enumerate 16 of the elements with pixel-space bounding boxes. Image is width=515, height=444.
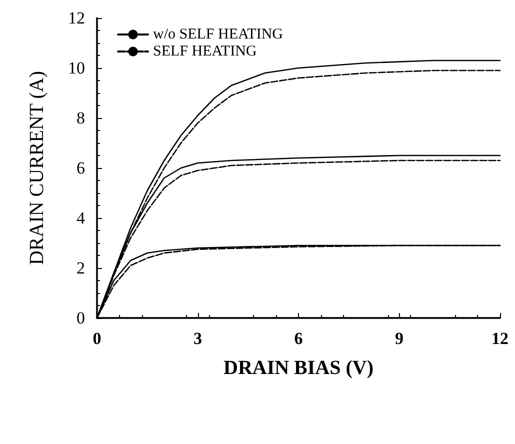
y-tick-label: 0	[76, 308, 85, 328]
y-tick-label: 4	[76, 208, 86, 228]
y-tick-label: 12	[68, 8, 85, 28]
x-tick-label: 12	[492, 329, 508, 348]
y-tick-label: 8	[76, 108, 85, 128]
x-tick-label: 3	[194, 329, 202, 348]
y-tick-label: 2	[76, 258, 85, 278]
x-axis-title: DRAIN BIAS (V)	[223, 357, 374, 379]
x-tick-label: 0	[92, 329, 102, 348]
legend-label: SELF HEATING	[153, 44, 257, 60]
x-tick-label: 9	[395, 329, 404, 348]
x-tick-label: 6	[294, 329, 303, 348]
legend-label: w/o SELF HEATING	[153, 26, 284, 42]
y-axis-title: DRAIN CURRENT (A)	[26, 70, 48, 266]
y-tick-label: 6	[76, 158, 85, 178]
y-tick-label: 10	[68, 58, 85, 78]
